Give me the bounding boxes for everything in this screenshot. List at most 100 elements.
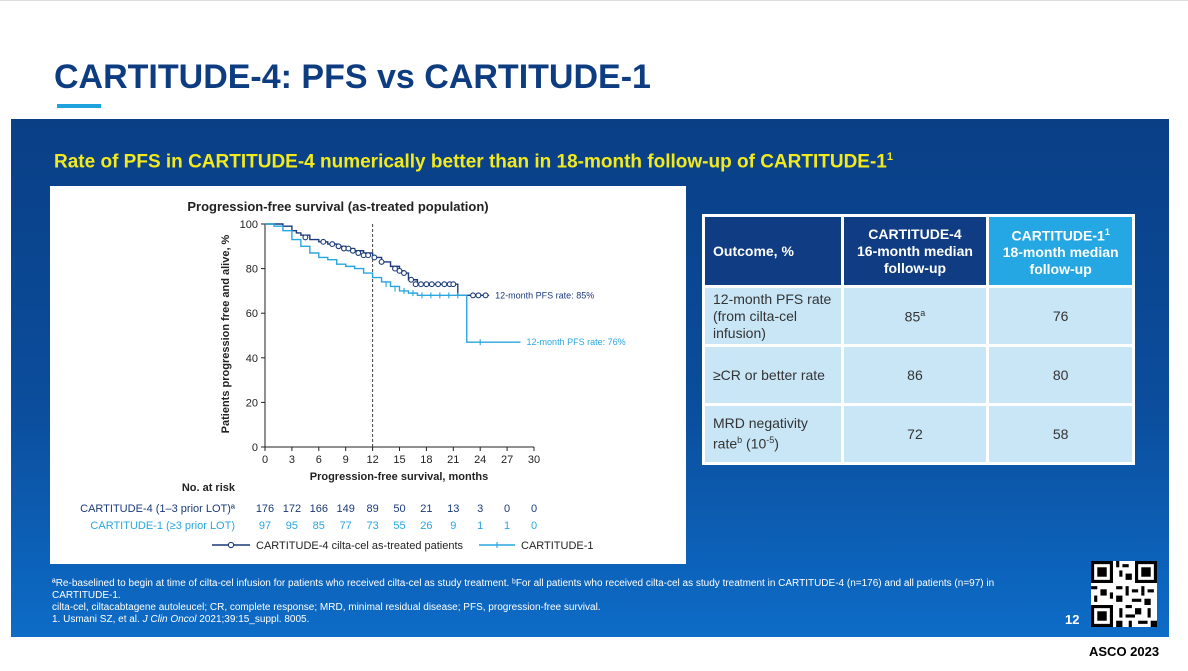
risk-count: 97 bbox=[259, 520, 271, 532]
risk-row-label: CARTITUDE-4 (1–3 prior LOT)ª bbox=[80, 503, 236, 515]
censor-mark-cartitude4 bbox=[423, 281, 430, 288]
censor-mark-cartitude4 bbox=[396, 267, 403, 274]
risk-count: 89 bbox=[366, 503, 378, 515]
content-panel: Rate of PFS in CARTITUDE-4 numerically b… bbox=[11, 119, 1169, 637]
risk-count: 0 bbox=[531, 520, 537, 532]
y-tick-label: 60 bbox=[246, 308, 258, 320]
risk-count: 13 bbox=[447, 503, 459, 515]
risk-count: 26 bbox=[420, 520, 432, 532]
header-c4-line1: CARTITUDE-4 bbox=[868, 225, 962, 242]
risk-table: CARTITUDE-4 (1–3 prior LOT)ª 176 172 166 149… bbox=[80, 503, 537, 532]
header-c1-line1: CARTITUDE-1 bbox=[1011, 227, 1105, 244]
risk-count: 176 bbox=[256, 503, 274, 515]
header-cartitude1: CARTITUDE-11 18-month median follow-up bbox=[989, 217, 1132, 285]
risk-count: 1 bbox=[504, 520, 510, 532]
censor-mark-cartitude4 bbox=[418, 281, 424, 288]
footnotes: ªRe-baselined to begin at time of cilta-… bbox=[52, 578, 1042, 626]
x-tick-label: 9 bbox=[343, 454, 349, 466]
value-footnote: a bbox=[920, 307, 926, 318]
outcome-text: MRD negativity rate bbox=[713, 415, 808, 452]
risk-count: 0 bbox=[504, 503, 510, 515]
header-c4-line2: 16-month median bbox=[857, 242, 973, 259]
risk-count: 95 bbox=[286, 520, 298, 532]
y-tick-label: 0 bbox=[252, 442, 258, 454]
x-axis-label: Progression-free survival, months bbox=[310, 471, 489, 483]
table-row: MRD negativity rateb (10-5) 72 58 bbox=[705, 406, 1132, 462]
series-annotation: 12-month PFS rate: 76% bbox=[527, 337, 626, 347]
risk-count: 73 bbox=[366, 520, 378, 532]
qr-code-icon[interactable] bbox=[1091, 561, 1157, 627]
x-tick-label: 6 bbox=[316, 454, 322, 466]
censor-mark-cartitude4 bbox=[401, 270, 407, 277]
risk-count: 21 bbox=[420, 503, 432, 515]
legend-label-cartitude1: CARTITUDE-1 bbox=[521, 540, 594, 552]
risk-count: 3 bbox=[477, 503, 483, 515]
page-number: 12 bbox=[1065, 612, 1080, 627]
plot-area: 0 3 6 9 12 15 18 21 24 27 30 0 20 40 60 80 100 12-month P… bbox=[240, 219, 626, 466]
outcome-footnote: b bbox=[737, 435, 743, 446]
censor-mark-cartitude4 bbox=[482, 292, 489, 299]
cartitude4-value: 85a bbox=[843, 288, 987, 344]
risk-count: 77 bbox=[340, 520, 352, 532]
table-row: 12-month PFS rate (from cilta-cel infusi… bbox=[705, 288, 1132, 344]
y-tick-label: 100 bbox=[240, 219, 258, 231]
outcome-cell: ≥CR or better rate bbox=[705, 347, 841, 403]
x-tick-label: 18 bbox=[420, 454, 432, 466]
censor-mark-cartitude4 bbox=[435, 281, 442, 288]
y-axis-label: Patients progression free and alive, % bbox=[220, 234, 232, 433]
x-tick-label: 30 bbox=[528, 454, 540, 466]
footnote-reference: 1. Usmani SZ, et al. J Clin Oncol 2021;3… bbox=[52, 614, 1042, 626]
top-border bbox=[0, 0, 1188, 1]
x-tick-label: 12 bbox=[366, 454, 378, 466]
outcome-cell: MRD negativity rateb (10-5) bbox=[705, 406, 841, 462]
censor-mark-cartitude4 bbox=[329, 241, 336, 248]
outcome-cell: 12-month PFS rate (from cilta-cel infusi… bbox=[705, 288, 841, 344]
censor-mark-cartitude4 bbox=[365, 252, 372, 259]
x-tick-label: 27 bbox=[501, 454, 513, 466]
outcome-exponent: -5 bbox=[766, 435, 775, 446]
header-cartitude4: CARTITUDE-4 16-month median follow-up bbox=[843, 217, 987, 285]
censor-mark-cartitude4 bbox=[335, 243, 342, 250]
x-tick-label: 3 bbox=[289, 454, 295, 466]
censor-mark-cartitude4 bbox=[371, 254, 378, 261]
risk-count: 85 bbox=[313, 520, 325, 532]
ref-journal: J Clin Oncol bbox=[142, 614, 197, 625]
risk-count: 0 bbox=[531, 503, 537, 515]
x-tick-label: 0 bbox=[262, 454, 268, 466]
risk-count: 50 bbox=[393, 503, 405, 515]
outcome-table: Outcome, % CARTITUDE-4 16-month median fol… bbox=[702, 214, 1135, 465]
censor-mark-cartitude4 bbox=[441, 281, 448, 288]
outcome-close: ) bbox=[774, 435, 779, 452]
ref-details: 2021;39:15_suppl. 8005. bbox=[196, 614, 310, 625]
risk-count: 9 bbox=[450, 520, 456, 532]
cartitude1-value: 80 bbox=[989, 347, 1132, 403]
risk-count: 172 bbox=[283, 503, 301, 515]
footnote-a-b: ªRe-baselined to begin at time of cilta-… bbox=[52, 578, 995, 601]
censor-mark-cartitude4 bbox=[428, 281, 435, 288]
censor-mark-cartitude4 bbox=[412, 281, 419, 288]
y-tick-label: 40 bbox=[246, 353, 258, 365]
header-c4-line3: follow-up bbox=[883, 259, 947, 276]
censor-mark-cartitude4 bbox=[470, 292, 476, 299]
series-line-cartitude1 bbox=[265, 223, 521, 343]
risk-count: 149 bbox=[337, 503, 355, 515]
risk-count: 1 bbox=[477, 520, 483, 532]
censor-mark-cartitude4 bbox=[392, 265, 398, 272]
ref-authors: 1. Usmani SZ, et al. bbox=[52, 614, 143, 625]
risk-count: 55 bbox=[393, 520, 405, 532]
x-tick-label: 15 bbox=[393, 454, 405, 466]
y-tick-label: 80 bbox=[246, 264, 258, 276]
value: 85 bbox=[904, 308, 921, 325]
chart-title: Progression-free survival (as-treated po… bbox=[187, 199, 488, 214]
censor-mark-cartitude4 bbox=[408, 276, 415, 283]
series-annotation: 12-month PFS rate: 85% bbox=[495, 290, 594, 300]
y-tick-label: 20 bbox=[246, 397, 258, 409]
x-tick-label: 24 bbox=[474, 454, 486, 466]
censor-mark-cartitude4 bbox=[320, 238, 327, 245]
slide-title: CARTITUDE-4: PFS vs CARTITUDE-1 bbox=[54, 58, 651, 96]
header-c1-line2: 18-month median bbox=[1002, 244, 1119, 261]
cartitude1-value: 58 bbox=[989, 406, 1132, 462]
cartitude4-value: 86 bbox=[843, 347, 987, 403]
pfs-chart-svg: Progression-free survival (as-treated po… bbox=[80, 199, 626, 552]
subtitle-ref: 1 bbox=[886, 151, 893, 163]
